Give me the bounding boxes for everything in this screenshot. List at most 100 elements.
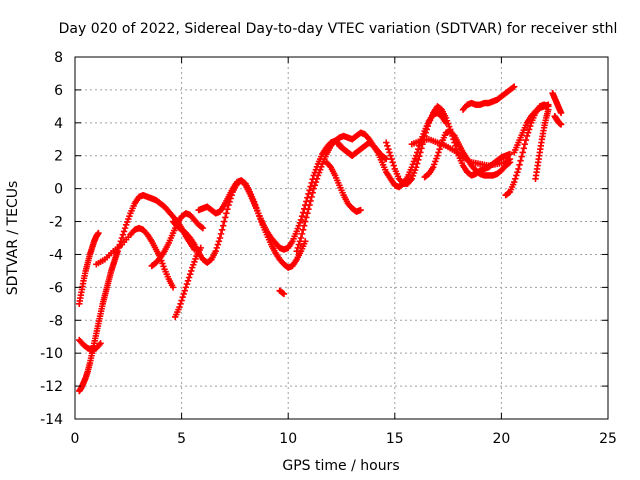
data-point <box>505 189 513 196</box>
data-point <box>95 229 102 237</box>
data-point <box>309 189 316 196</box>
data-point <box>215 238 223 245</box>
data-point <box>417 149 424 156</box>
x-tick-label: 20 <box>492 431 510 447</box>
data-point <box>181 287 188 294</box>
data-point <box>423 126 430 133</box>
series-arc-21 <box>551 113 565 128</box>
data-point <box>223 210 230 217</box>
data-point <box>545 106 552 113</box>
chart-title: Day 020 of 2022, Sidereal Day-to-day VTE… <box>59 21 618 37</box>
data-point <box>280 290 288 298</box>
data-point <box>422 129 429 136</box>
data-point <box>214 241 222 248</box>
x-tick-label: 5 <box>177 431 186 447</box>
data-point <box>387 152 394 159</box>
x-tick-label: 10 <box>279 431 297 447</box>
data-point <box>185 274 193 281</box>
data-point <box>310 185 317 192</box>
data-point <box>308 193 315 201</box>
data-point <box>436 145 443 153</box>
plot-frame <box>74 56 609 420</box>
data-point <box>326 162 333 170</box>
y-tick-label: 4 <box>54 116 63 132</box>
data-point <box>297 234 305 242</box>
data-point <box>198 224 206 231</box>
data-point <box>434 152 441 159</box>
y-tick-label: 0 <box>54 182 63 198</box>
data-point <box>523 132 531 140</box>
data-point <box>213 244 220 252</box>
data-point <box>415 145 422 153</box>
data-point <box>186 271 194 278</box>
series-arc-12 <box>336 109 450 191</box>
data-point <box>199 224 207 232</box>
y-tick-label: 8 <box>54 50 63 66</box>
data-point <box>182 284 190 291</box>
series-arc-15 <box>421 127 514 181</box>
data-point <box>390 162 397 169</box>
y-tick-label: -4 <box>49 247 63 263</box>
data-point <box>300 222 308 229</box>
data-point <box>526 122 534 130</box>
data-point <box>517 157 524 164</box>
data-point <box>435 149 442 156</box>
y-tick-label: -14 <box>40 412 63 428</box>
series-arc-11 <box>323 159 364 215</box>
y-tick-label: -6 <box>49 280 63 296</box>
data-point <box>279 289 287 297</box>
data-point <box>386 149 393 156</box>
grid-layer <box>75 57 608 419</box>
data-point <box>412 164 420 171</box>
data-point <box>298 212 306 220</box>
data-point <box>313 175 321 182</box>
data-point <box>179 294 186 301</box>
data-point <box>418 145 425 152</box>
data-point <box>516 161 523 168</box>
data-point <box>293 247 300 255</box>
data-point <box>117 238 125 245</box>
data-point <box>183 280 191 288</box>
data-point <box>514 168 521 176</box>
data-point <box>217 230 225 238</box>
data-point <box>224 206 231 213</box>
data-point <box>357 206 364 214</box>
y-axis-tick-labels: -14 -12 -10 -8 -6 -4 -2 0 2 4 6 8 <box>40 50 63 428</box>
data-point <box>96 341 103 348</box>
data-point <box>413 160 421 167</box>
y-tick-label: -8 <box>49 313 63 329</box>
x-tick-label: 15 <box>386 431 404 447</box>
data-marks <box>76 83 565 395</box>
y-tick-label: -10 <box>40 346 63 362</box>
series-arc-6 <box>172 244 204 321</box>
series-arc-19 <box>532 106 552 182</box>
data-point <box>525 126 533 133</box>
data-point <box>219 222 227 229</box>
data-point <box>118 234 126 242</box>
data-point <box>518 153 525 160</box>
data-point <box>304 210 311 217</box>
data-point <box>415 156 422 164</box>
data-point <box>222 214 229 221</box>
data-point <box>384 142 391 150</box>
data-point <box>515 165 522 173</box>
data-point <box>416 152 423 160</box>
data-point <box>450 131 457 138</box>
data-point <box>120 228 128 235</box>
x-tick-label: 25 <box>599 431 617 447</box>
data-point <box>241 180 248 188</box>
data-point <box>178 297 185 304</box>
data-point <box>299 209 307 216</box>
data-point <box>296 238 304 245</box>
data-point <box>298 230 306 238</box>
x-axis-tick-labels: 0 5 10 15 20 25 <box>71 431 617 447</box>
data-point <box>299 226 307 233</box>
data-point <box>177 300 184 308</box>
data-point <box>221 218 228 225</box>
data-point <box>184 277 192 284</box>
x-axis-label: GPS time / hours <box>282 458 399 474</box>
data-point <box>506 159 514 166</box>
data-point <box>312 178 320 186</box>
data-point <box>306 201 313 209</box>
